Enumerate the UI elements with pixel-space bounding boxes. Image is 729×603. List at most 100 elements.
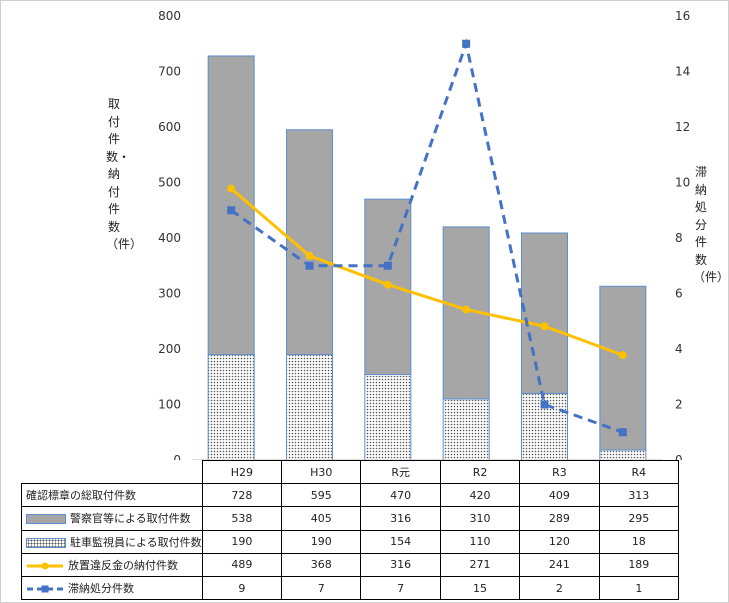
y-right-tick-label: 16 [675,9,690,23]
table-row: 警察官等による取付件数 538 405 316 310 289 295 [21,506,680,531]
table-cell-value: 316 [360,506,441,531]
series-name: 確認標章の総取付件数 [26,489,136,503]
point-delinquency-R3 [540,400,549,409]
series-label: 駐車監視員による取付件数 [21,529,203,554]
table-cell-value: 310 [439,506,521,531]
table-cell-value: 9 [201,575,283,601]
y-axis-left-label: 取付件数・納付件数（件） [106,97,143,251]
table-cell-value: 313 [598,483,680,508]
legend-swatch [27,585,63,593]
legend-marker [41,562,49,570]
bar-police-R4 [599,285,647,451]
table-cell-value: 189 [598,552,680,577]
series-name: 駐車監視員による取付件数 [70,535,202,549]
series-label: 確認標章の総取付件数 [21,483,203,508]
y-left-tick-label: 500 [158,176,181,190]
category-label: H30 [281,459,362,485]
y-left-tick-label: 400 [158,231,181,245]
y-left-tick-label: 100 [158,398,181,412]
bar-monitor-H29 [207,354,255,460]
table-cell-value: 405 [281,506,362,531]
point-delinquency-R元 [383,261,392,270]
table-cell-value: 15 [439,575,521,601]
point-payment-R2 [462,305,471,314]
y-right-tick-label: 6 [675,287,683,301]
point-delinquency-H29 [227,206,236,215]
legend-swatch [27,562,63,570]
table-corner [21,460,203,485]
point-delinquency-R2 [462,39,471,48]
table-row: 確認標章の総取付件数 728 595 470 420 409 313 [21,483,680,508]
y-right-tick-label: 4 [675,342,683,356]
table-header-row: H29 H30 R元 R2 R3 R4 [21,459,680,485]
table-cell-value: 7 [281,575,362,601]
table-cell-value: 271 [439,552,521,577]
table-cell-value: 316 [360,552,441,577]
chart-plot: 0 100 200 300 400 500 600 700 800 0 2 4 6 8 10 12 14 16 [158,9,690,460]
category-label: H29 [201,459,283,485]
legend-swatch [26,537,66,548]
data-table: H29 H30 R元 R2 R3 R4 確認標章の総取付件数 728 595 470 420 409 3… [21,459,680,601]
point-delinquency-R4 [618,428,627,437]
table-cell-value: 409 [519,483,600,508]
legend-marker [41,585,49,593]
point-payment-R4 [618,351,627,360]
table-row: 駐車監視員による取付件数 190 190 154 110 120 18 [21,529,680,554]
series-label: 放置違反金の納付件数 [21,552,203,577]
series-name: 警察官等による取付件数 [70,512,191,526]
y-left-tick-label: 600 [158,120,181,134]
y-left-tick-label: 200 [158,342,181,356]
table-cell-value: 368 [281,552,362,577]
bar-police-H29 [207,55,255,356]
table-cell-value: 110 [439,529,521,554]
table-cell-value: 190 [201,529,283,554]
category-label: R4 [598,459,680,485]
bar-monitor-R2 [442,398,490,460]
table-cell-value: 295 [598,506,680,531]
point-payment-H29 [227,184,236,193]
y-left-tick-label: 700 [158,65,181,79]
category-label: R2 [439,459,521,485]
table-cell-value: 289 [519,506,600,531]
table-cell-value: 190 [281,529,362,554]
bar-monitor-H30 [286,354,333,460]
table-cell-value: 595 [281,483,362,508]
line-payment-series [230,187,624,357]
line-delinquency-series [230,38,624,434]
bar-monitor-R4 [599,449,647,460]
series-label: 滞納処分件数 [21,575,203,601]
point-payment-R元 [383,280,392,289]
series-name: 滞納処分件数 [68,582,134,596]
category-label: R3 [519,459,600,485]
legend-swatch [26,514,66,525]
series-label: 警察官等による取付件数 [21,506,203,531]
y-right-tick-label: 2 [675,398,683,412]
point-payment-H30 [305,251,314,260]
table-cell-value: 728 [201,483,283,508]
y-right-tick-label: 14 [675,65,690,79]
bar-police-R3 [521,232,568,394]
category-label: R元 [360,459,441,485]
table-cell-value: 120 [519,529,600,554]
table-cell-value: 18 [598,529,680,554]
point-delinquency-H30 [305,261,314,270]
y-left-tick-label: 800 [158,9,181,23]
bar-monitor-R元 [364,374,412,460]
y-right-tick-label: 8 [675,231,683,245]
table-cell-value: 489 [201,552,283,577]
table-cell-value: 470 [360,483,441,508]
table-cell-value: 1 [598,575,680,601]
y-right-tick-label: 12 [675,120,690,134]
y-axis-right-label: 滞納処分件数（件） [693,165,729,284]
table-cell-value: 2 [519,575,600,601]
table-cell-value: 538 [201,506,283,531]
table-cell-value: 154 [360,529,441,554]
table-cell-value: 7 [360,575,441,601]
point-payment-R3 [540,322,549,331]
y-left-tick-label: 300 [158,287,181,301]
table-cell-value: 420 [439,483,521,508]
y-right-tick-label: 10 [675,176,690,190]
table-row: 放置違反金の納付件数 489 368 316 271 241 189 [21,552,680,577]
y-left-tick-label: 0 [173,453,181,460]
series-name: 放置違反金の納付件数 [68,558,178,572]
